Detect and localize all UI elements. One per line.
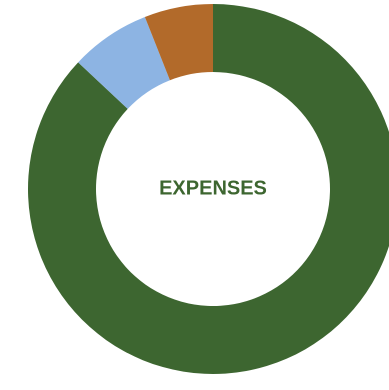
- donut-slices: [28, 4, 389, 374]
- center-label: EXPENSES: [159, 177, 267, 199]
- donut-slice-2: [78, 16, 170, 109]
- donut-slice-3: [144, 4, 213, 81]
- donut-slice-1: [28, 4, 389, 374]
